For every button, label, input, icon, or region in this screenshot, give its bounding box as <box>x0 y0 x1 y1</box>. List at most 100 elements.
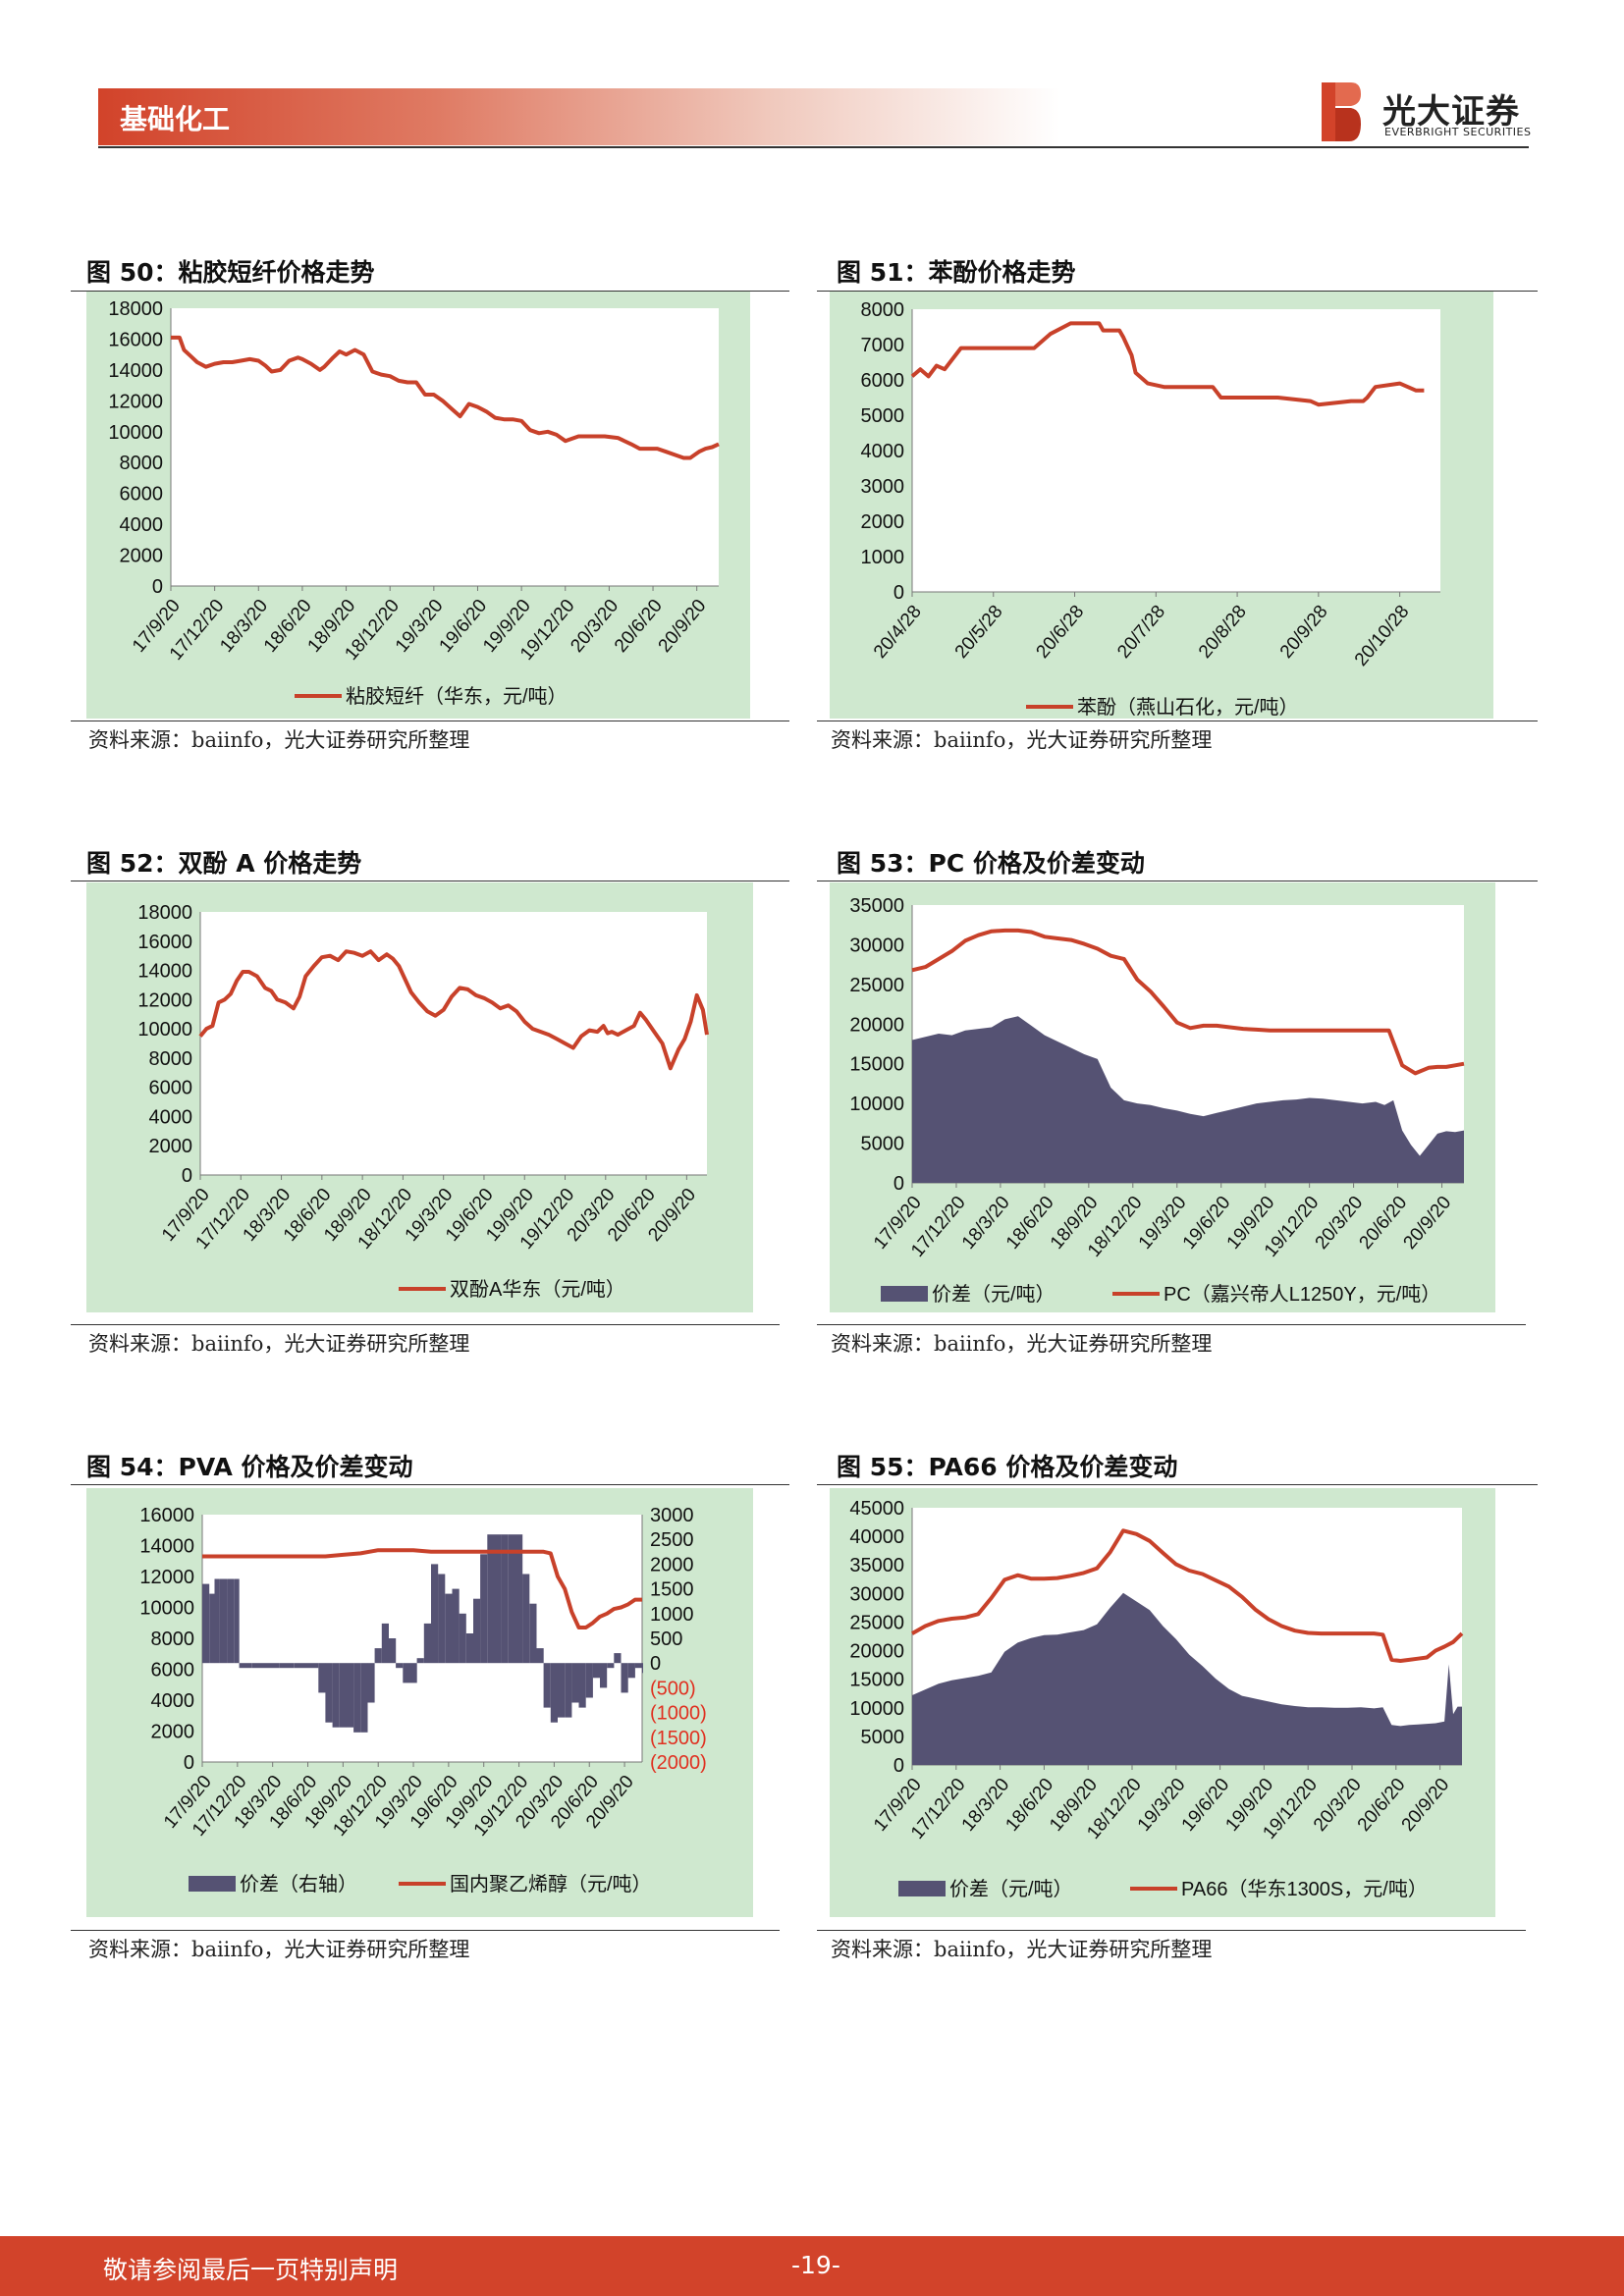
spread-bar <box>621 1663 628 1693</box>
spread-bar <box>634 1663 642 1669</box>
section-title: 基础化工 <box>120 103 231 135</box>
spread-bar <box>423 1623 431 1664</box>
y-tick-label: 0 <box>182 1165 192 1187</box>
price-line-series <box>911 1528 1464 1663</box>
figure-53-title: 图 53：PC 价格及价差变动 <box>837 849 1145 878</box>
y-tick-label: 2000 <box>151 1722 195 1743</box>
spread-bar <box>473 1598 481 1664</box>
spread-bar <box>452 1588 460 1664</box>
y-tick-label: 4000 <box>149 1106 193 1128</box>
y-tick-label: 45000 <box>849 1498 904 1520</box>
figure-50-title: 图 50：粘胶短纤价格走势 <box>86 258 375 287</box>
figure-55-source: 资料来源：baiinfo，光大证券研究所整理 <box>831 1938 1213 1961</box>
spread-bar <box>227 1578 235 1664</box>
spread-bar <box>409 1663 417 1683</box>
spread-bar <box>389 1638 397 1664</box>
page-number: -19- <box>791 2251 840 2279</box>
spread-bar <box>307 1663 319 1669</box>
header-rule <box>98 146 1529 148</box>
spread-bar <box>332 1663 340 1728</box>
y-tick-label: 0 <box>893 1173 904 1195</box>
y-tick-label: 16000 <box>137 932 192 953</box>
spread-bar <box>367 1663 375 1703</box>
y-tick-label: 3000 <box>861 476 905 498</box>
y-tick-label: 35000 <box>849 1555 904 1576</box>
spread-bar <box>360 1663 368 1733</box>
legend-area-swatch <box>898 1881 946 1896</box>
y-tick-label: 4000 <box>120 514 164 536</box>
spread-bar <box>318 1663 326 1693</box>
spread-bar <box>265 1663 280 1669</box>
legend-label: PA66（华东1300S，元/吨） <box>1181 1878 1428 1900</box>
figure-55-top-rule <box>817 1484 1538 1485</box>
y2-tick-label: 0 <box>650 1653 661 1675</box>
figure-54-bottom-rule <box>71 1930 780 1931</box>
figure-52-title: 图 52：双酚 A 价格走势 <box>86 849 362 878</box>
legend-label: 价差（右轴） <box>240 1873 357 1896</box>
logo-subtext: EVERBRIGHT SECURITIES <box>1384 126 1532 138</box>
price-line-series <box>171 335 720 460</box>
spread-bar <box>508 1534 515 1664</box>
figure-52-bottom-rule <box>71 1324 780 1325</box>
y-tick-label: 6000 <box>151 1660 195 1682</box>
figure-50-chart: 0 2000 4000 6000 8000 10000 12000 14000 16000 180… <box>86 292 750 719</box>
footer-bar <box>0 2236 1624 2296</box>
figure-55-chart: 0 5000 10000 15000 20000 25000 30000 35000 40000… <box>830 1488 1495 1917</box>
figure-54-top-rule <box>71 1484 789 1485</box>
legend-area-swatch <box>189 1876 236 1892</box>
y2-tick-label: (500) <box>650 1678 696 1699</box>
spread-bar <box>239 1663 252 1669</box>
logo-text: 光大证券 <box>1382 92 1520 132</box>
spread-bar <box>642 1663 643 1674</box>
spread-bar <box>209 1593 215 1664</box>
y-tick-label: 18000 <box>137 902 192 924</box>
y-tick-label: 6000 <box>120 484 164 506</box>
spread-bar <box>234 1578 240 1664</box>
y-tick-label: 1000 <box>861 547 905 568</box>
spread-bar <box>219 1578 228 1664</box>
figure-52-source: 资料来源：baiinfo，光大证券研究所整理 <box>88 1332 470 1356</box>
spread-bar <box>374 1648 382 1664</box>
figure-54-chart: 0200040006000800010000120001400016000(20… <box>86 1488 753 1917</box>
y-tick-label: 8000 <box>151 1629 195 1650</box>
spread-area-series <box>912 1592 1462 1765</box>
y-tick-label: 6000 <box>149 1078 193 1099</box>
y2-tick-label: 3000 <box>650 1505 694 1526</box>
spread-bar <box>515 1534 523 1664</box>
spread-bar <box>251 1663 266 1669</box>
y-tick-label: 20000 <box>849 1014 904 1036</box>
spread-bar <box>381 1623 389 1664</box>
spread-bar <box>607 1663 615 1669</box>
spread-bar <box>614 1653 622 1664</box>
spread-bar <box>438 1574 446 1664</box>
figure-55-bottom-rule <box>817 1930 1526 1931</box>
y2-tick-label: 500 <box>650 1629 682 1650</box>
y-tick-label: 10000 <box>849 1094 904 1115</box>
everbright-logo-icon <box>1322 82 1361 141</box>
spread-bar <box>416 1658 424 1664</box>
y-tick-label: 18000 <box>108 298 163 320</box>
spread-bar <box>571 1663 579 1703</box>
y-tick-label: 10000 <box>137 1019 192 1041</box>
spread-bar <box>585 1663 593 1698</box>
legend-label: 国内聚乙烯醇（元/吨） <box>450 1873 652 1896</box>
spread-bar <box>346 1663 354 1728</box>
figure-55-title: 图 55：PA66 价格及价差变动 <box>837 1453 1178 1481</box>
spread-bar <box>325 1663 333 1723</box>
y-tick-label: 20000 <box>849 1641 904 1663</box>
y-tick-label: 12000 <box>137 989 192 1011</box>
y2-tick-label: (2000) <box>650 1752 707 1774</box>
figure-50-source: 资料来源：baiinfo，光大证券研究所整理 <box>88 728 470 752</box>
spread-bar <box>353 1663 361 1733</box>
figure-51-chart: 01000200030004000500060007000800020/4/28… <box>830 292 1493 719</box>
y-tick-label: 16000 <box>108 329 163 350</box>
spread-bar <box>536 1648 544 1664</box>
y-tick-label: 0 <box>893 582 904 604</box>
y-tick-label: 30000 <box>849 1583 904 1605</box>
y-tick-label: 2000 <box>861 511 905 533</box>
price-line-series <box>198 949 709 1071</box>
spread-bar <box>459 1613 466 1664</box>
y2-tick-label: 2500 <box>650 1529 694 1551</box>
legend-label: 粘胶短纤（华东，元/吨） <box>346 685 568 708</box>
spread-bar <box>558 1663 566 1718</box>
